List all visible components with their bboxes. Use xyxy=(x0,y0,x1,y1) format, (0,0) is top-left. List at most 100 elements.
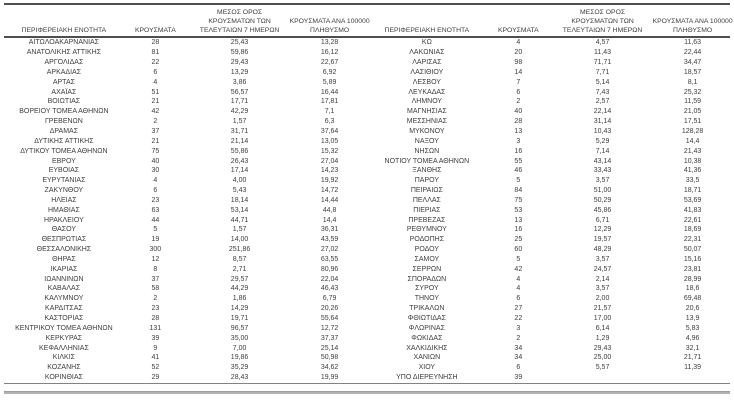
table-row: ΚΕΡΚΥΡΑΣ 39 35,00 37,37 ΦΩΚΙΔΑΣ 2 1,29 4,96 xyxy=(4,334,730,344)
cell-per100k: 50,98 xyxy=(320,354,339,362)
cell-region: ΒΟΙΩΤΙΑΣ xyxy=(47,98,81,106)
header-per100k-right: ΚΡΟΥΣΜΑΤΑ ΑΝΑ 100000 ΠΛΗΘΥΣΜΟ xyxy=(652,17,733,34)
cell-per100k: 12,72 xyxy=(320,324,339,332)
cell-avg7: 50,29 xyxy=(593,196,612,204)
cell-cases: 21 xyxy=(151,98,160,106)
cell-region: ΖΑΚΥΝΘΟΥ xyxy=(44,187,84,195)
cell-avg7: 5,29 xyxy=(595,137,610,145)
table-row: ΓΡΕΒΕΝΩΝ 2 1,57 6,3 ΜΕΣΣΗΝΙΑΣ 28 31,14 17,51 xyxy=(4,117,730,127)
cell-avg7: 13,29 xyxy=(230,68,249,76)
cell-region: ΚΑΡΔΙΤΣΑΣ xyxy=(45,305,83,313)
cell-per100k: 69,48 xyxy=(683,295,702,303)
cell-region: ΗΛΕΙΑΣ xyxy=(51,196,77,204)
cell-cases: 75 xyxy=(514,196,523,204)
cell-region: ΜΑΓΝΗΣΙΑΣ xyxy=(406,108,447,116)
cell-cases: 131 xyxy=(149,324,162,332)
cell-region: ΥΠΟ ΔΙΕΡΕΥΝΗΣΗ xyxy=(396,374,458,382)
cell-region: ΛΑΚΩΝΙΑΣ xyxy=(409,49,445,57)
table-row: ΘΕΣΣΑΛΟΝΙΚΗΣ 300 251,86 27,02 ΡΟΔΟΥ 60 48,29 50… xyxy=(4,245,730,255)
cell-per100k: 21,05 xyxy=(683,108,702,116)
cell-cases: 23 xyxy=(151,305,160,313)
cell-region: ΝΟΤΙΟΥ ΤΟΜΕΑ ΑΘΗΝΩΝ xyxy=(384,157,470,165)
cell-cases: 75 xyxy=(151,147,160,155)
cell-region: ΠΡΕΒΕΖΑΣ xyxy=(408,216,446,224)
cell-cases: 46 xyxy=(514,167,523,175)
cell-region: ΑΙΤΩΛΟΑΚΑΡΝΑΝΙΑΣ xyxy=(28,39,100,47)
cell-avg7: 45,86 xyxy=(593,206,612,214)
header-per100k-left: ΚΡΟΥΣΜΑΤΑ ΑΝΑ 100000 ΠΛΗΘΥΣΜΟ xyxy=(289,17,370,34)
cell-region: ΚΕΝΤΡΙΚΟΥ ΤΟΜΕΑ ΑΘΗΝΩΝ xyxy=(15,324,113,332)
cell-per100k: 4,96 xyxy=(685,334,700,342)
cell-per100k: 17,51 xyxy=(683,118,702,126)
cell-avg7: 7,71 xyxy=(595,68,610,76)
cell-region: ΛΕΥΚΑΔΑΣ xyxy=(408,88,446,96)
cell-per100k: 37,37 xyxy=(320,334,339,342)
page-bottom-rule xyxy=(4,390,730,394)
cell-avg7: 14,29 xyxy=(230,305,249,313)
table-row: ΚΟΡΙΝΘΙΑΣ 29 28,43 19,99 ΥΠΟ ΔΙΕΡΕΥΝΗΣΗ 39 xyxy=(4,373,730,383)
cell-per100k: 32,1 xyxy=(685,344,700,352)
cell-per100k: 14,44 xyxy=(320,196,339,204)
cell-per100k: 13,05 xyxy=(320,137,339,145)
table-row: ΚΑΣΤΟΡΙΑΣ 28 19,71 55,64 ΦΘΙΩΤΙΔΑΣ 22 17,00 13,… xyxy=(4,314,730,324)
cell-cases: 63 xyxy=(151,206,160,214)
cell-per100k: 128,28 xyxy=(681,127,704,135)
cell-avg7: 2,57 xyxy=(595,98,610,106)
cell-avg7: 6,14 xyxy=(595,324,610,332)
cell-per100k: 19,92 xyxy=(320,177,339,185)
cell-cases: 13 xyxy=(514,127,523,135)
cell-avg7: 35,29 xyxy=(230,364,249,372)
cell-region: ΑΡΤΑΣ xyxy=(52,78,75,86)
cell-region: ΗΜΑΘΙΑΣ xyxy=(47,206,80,214)
cell-per100k: 25,14 xyxy=(320,344,339,352)
cell-per100k xyxy=(655,373,730,383)
cell-per100k: 53,69 xyxy=(683,196,702,204)
cell-avg7: 55,86 xyxy=(230,147,249,155)
table-row: ΗΜΑΘΙΑΣ 63 53,14 44,8 ΠΙΕΡΙΑΣ 53 45,86 41,83 xyxy=(4,206,730,216)
table-row: ΕΥΒΟΙΑΣ 30 17,14 14,23 ΞΑΝΘΗΣ 46 33,43 41,36 xyxy=(4,166,730,176)
cell-per100k: 28,99 xyxy=(683,275,702,283)
cell-per100k: 36,31 xyxy=(320,226,339,234)
cell-region: ΛΑΡΙΣΑΣ xyxy=(412,59,442,67)
cell-avg7: 7,00 xyxy=(232,344,247,352)
cell-per100k: 16,44 xyxy=(320,88,339,96)
cell-per100k: 23,81 xyxy=(683,265,702,273)
table-row: ΙΩΑΝΝΙΝΩΝ 37 29,57 22,04 ΣΠΟΡΑΔΩΝ 4 2,14 28,99 xyxy=(4,275,730,285)
cell-cases: 39 xyxy=(151,334,160,342)
cell-per100k: 43,59 xyxy=(320,236,339,244)
cell-region: ΑΝΑΤΟΛΙΚΗΣ ΑΤΤΙΚΗΣ xyxy=(26,49,102,57)
cell-avg7: 11,43 xyxy=(594,49,612,57)
cell-region: ΣΥΡΟΥ xyxy=(415,285,439,293)
cell-avg7: 21,57 xyxy=(593,305,612,313)
cell-per100k: 46,43 xyxy=(320,285,339,293)
cell-avg7: 3,86 xyxy=(232,78,247,86)
cell-region: ΦΛΩΡΙΝΑΣ xyxy=(408,324,445,332)
cell-region: ΕΥΡΥΤΑΝΙΑΣ xyxy=(42,177,86,185)
cell-avg7: 42,29 xyxy=(230,108,249,116)
table-row: ΘΗΡΑΣ 12 8,57 63,55 ΣΑΜΟΥ 5 3,57 15,16 xyxy=(4,255,730,265)
cell-cases: 300 xyxy=(149,246,162,254)
cell-cases: 16 xyxy=(514,147,523,155)
cell-per100k: 5,89 xyxy=(322,78,337,86)
cell-per100k: 37,64 xyxy=(320,127,339,135)
cell-avg7: 7,43 xyxy=(595,88,610,96)
cell-region: ΝΑΞΟΥ xyxy=(414,137,439,145)
table-body: ΑΙΤΩΛΟΑΚΑΡΝΑΝΙΑΣ 28 25,43 13,28 ΚΩ 4 4,57 11,63… xyxy=(4,37,730,384)
cell-avg7: 7,14 xyxy=(595,147,610,155)
cell-cases: 42 xyxy=(151,108,160,116)
cell-region: ΛΗΜΝΟΥ xyxy=(411,98,443,106)
header-avg7-left: ΜΕΣΟΣ ΟΡΟΣ ΚΡΟΥΣΜΑΤΩΝ ΤΩΝ ΤΕΛΕΥΤΑΙΩΝ 7 Η… xyxy=(199,9,280,34)
table-row: ΚΕΦΑΛΛΗΝΙΑΣ 9 7,00 25,14 ΧΑΛΚΙΔΙΚΗΣ 34 29,43 32… xyxy=(4,344,730,354)
cell-avg7: 44,29 xyxy=(230,285,249,293)
cell-cases: 16 xyxy=(514,226,523,234)
header-cases-left: ΚΡΟΥΣΜΑΤΑ xyxy=(134,26,176,34)
cell-avg7: 24,57 xyxy=(593,265,612,273)
cell-per100k: 21,71 xyxy=(683,354,702,362)
cell-cases: 23 xyxy=(151,196,160,204)
table-row: ΑΡΚΑΔΙΑΣ 6 13,29 6,92 ΛΑΣΙΘΙΟΥ 14 7,71 18,57 xyxy=(4,68,730,78)
cell-cases: 4 xyxy=(516,285,521,293)
cell-avg7: 22,14 xyxy=(593,108,612,116)
cell-cases: 6 xyxy=(516,364,521,372)
cell-cases: 42 xyxy=(514,265,523,273)
cell-cases: 5 xyxy=(153,226,158,234)
